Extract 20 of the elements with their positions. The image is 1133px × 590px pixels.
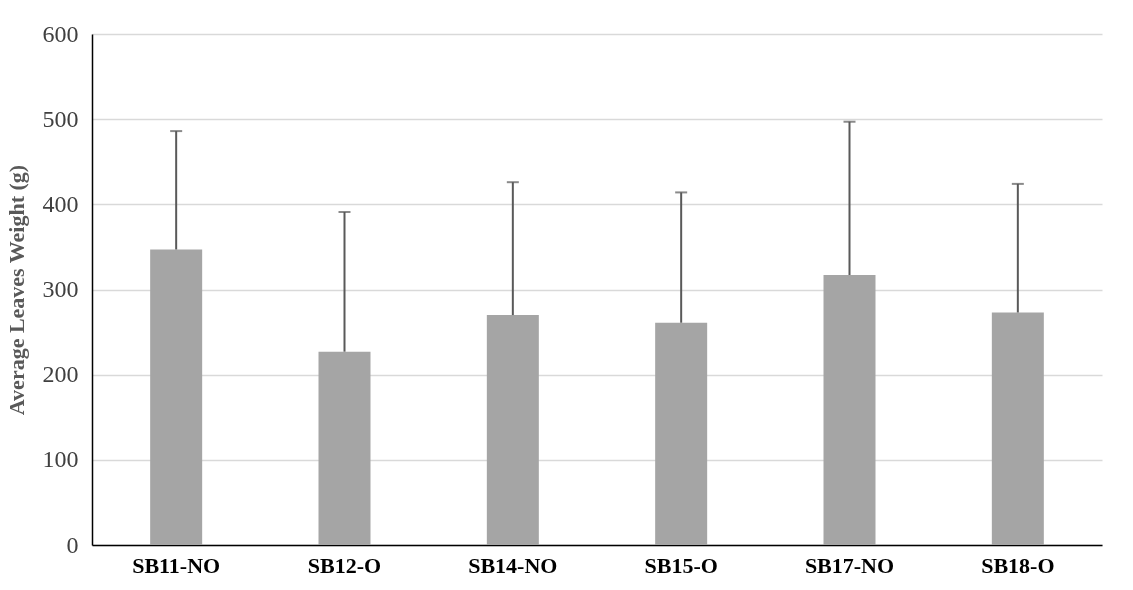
y-tick-label: 500 (42, 105, 79, 132)
bar (823, 275, 876, 545)
x-tick-label: SB18-O (981, 552, 1055, 578)
bar (150, 249, 203, 545)
bar (318, 351, 371, 545)
y-tick-label: 200 (42, 361, 79, 388)
bar (486, 315, 539, 545)
y-tick-label: 100 (42, 446, 79, 473)
x-tick-label: SB11-NO (132, 552, 221, 578)
bar (991, 312, 1044, 545)
y-axis-title: Average Leaves Weight (g) (3, 164, 29, 416)
bar (655, 322, 708, 545)
y-tick-label: 600 (42, 20, 79, 47)
x-tick-label: SB15-O (644, 552, 718, 578)
y-tick-label: 300 (42, 276, 79, 302)
x-tick-label: SB14-NO (468, 552, 558, 578)
y-tick-label: 400 (42, 190, 79, 217)
x-tick-label: SB17-NO (804, 552, 895, 578)
y-tick-label: 0 (66, 531, 79, 558)
x-tick-label: SB12-O (307, 552, 382, 578)
